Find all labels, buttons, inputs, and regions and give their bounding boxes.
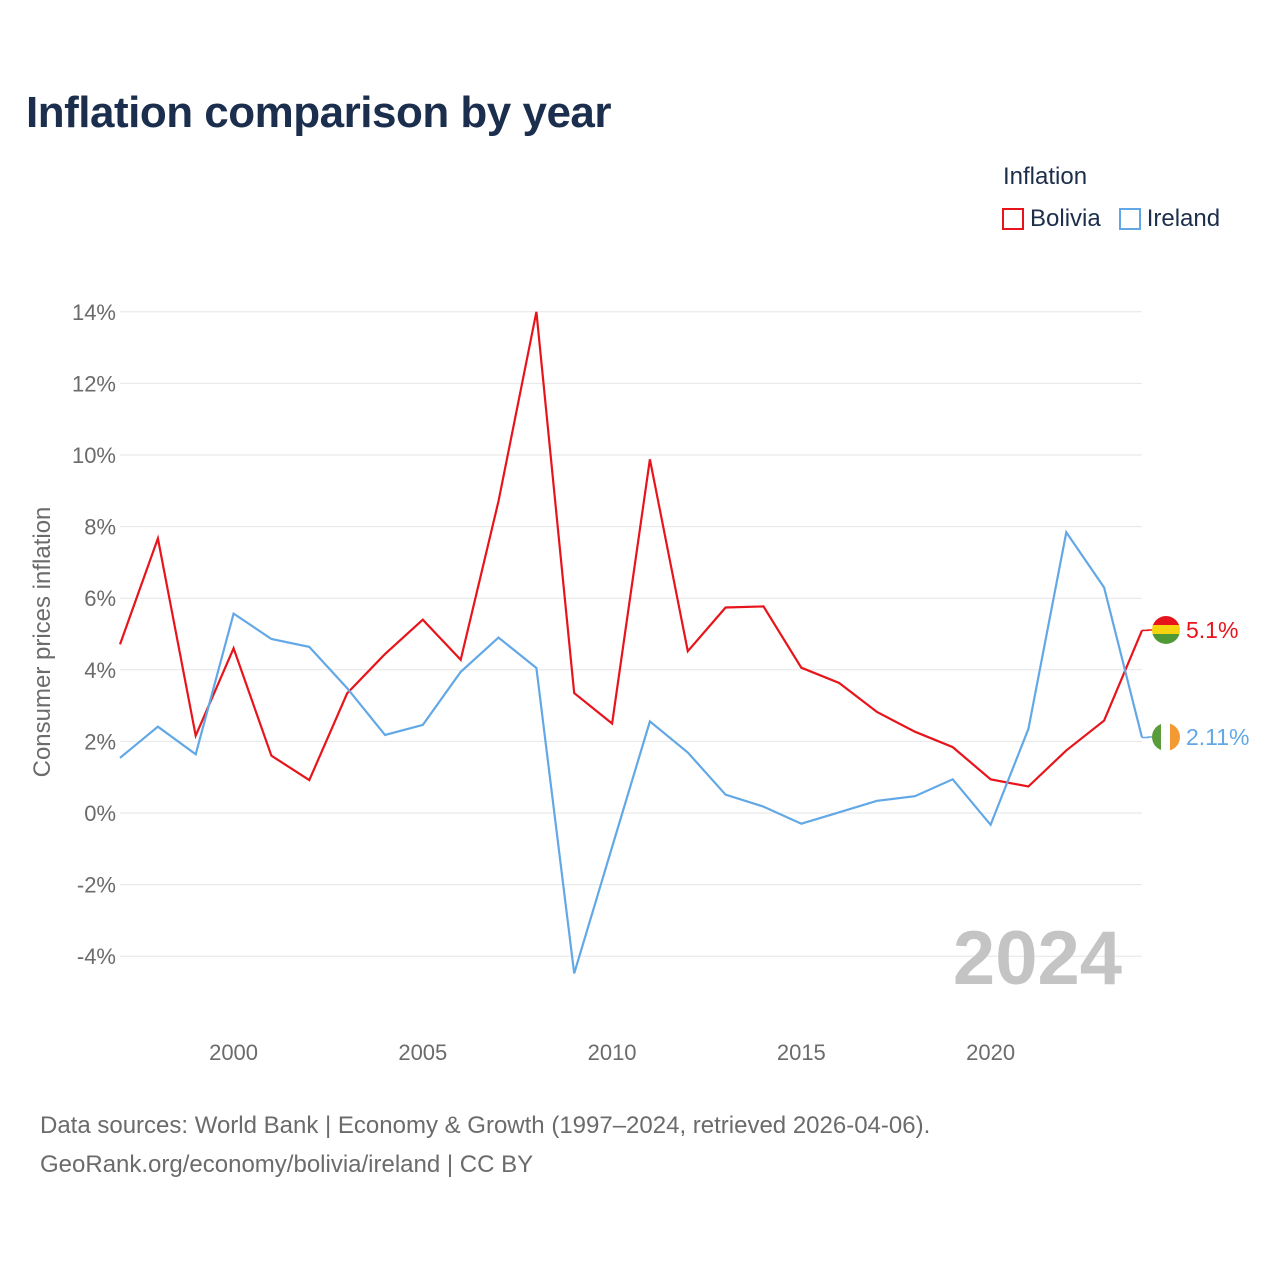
x-axis-ticks: 2000 2005 2010 2015 2020 xyxy=(209,1040,1015,1065)
x-tick-label: 2010 xyxy=(588,1040,637,1065)
legend-title: Inflation xyxy=(1003,163,1088,190)
legend-label-bolivia: Bolivia xyxy=(1030,205,1101,232)
legend-label-ireland: Ireland xyxy=(1146,205,1221,232)
y-axis-label: Consumer prices inflation xyxy=(29,507,56,778)
inflation-chart: 14%12%10%8%6%4%2%0%-2%-4% 2000 2005 2010 20… xyxy=(29,300,1250,1065)
ireland-flag-icon xyxy=(1152,723,1180,751)
series-lines xyxy=(118,311,1144,974)
y-tick-label: 4% xyxy=(84,658,116,683)
legend-swatch-ireland xyxy=(1118,208,1141,230)
y-axis-ticks: 14% 12% 10% 8% 6% 4% 2% 0% -2% -4% xyxy=(72,300,116,969)
y-tick-label: 2% xyxy=(84,729,116,754)
footer-link[interactable]: GeoRank.org/economy/bolivia/ireland | CC… xyxy=(40,1151,534,1178)
end-label-ireland: 2.11% xyxy=(1186,724,1250,750)
y-tick-label: 14% xyxy=(72,300,116,325)
year-watermark: 2024 xyxy=(953,916,1122,1001)
legend-item-bolivia[interactable]: Bolivia xyxy=(1002,205,1101,233)
series-line-ireland xyxy=(119,529,1144,974)
end-labels: 5.1% 2.11% xyxy=(1142,617,1250,750)
y-tick-label: 0% xyxy=(84,801,116,826)
x-tick-label: 2015 xyxy=(777,1040,826,1065)
page-title: Inflation comparison by year xyxy=(26,88,612,137)
y-tick-label: 6% xyxy=(84,586,116,611)
y-tick-label: -2% xyxy=(77,873,116,898)
end-label-bolivia: 5.1% xyxy=(1186,617,1238,643)
y-tick-label: 8% xyxy=(84,515,116,540)
x-tick-label: 2005 xyxy=(398,1040,447,1065)
y-tick-label: -4% xyxy=(77,944,116,969)
footer-source: Data sources: World Bank | Economy & Gro… xyxy=(40,1112,931,1139)
legend: Bolivia Ireland xyxy=(1002,205,1220,233)
y-tick-label: 10% xyxy=(72,443,116,468)
bolivia-flag-icon xyxy=(1152,616,1180,644)
legend-swatch-bolivia xyxy=(1002,208,1024,230)
series-line-bolivia xyxy=(118,311,1144,788)
grid-lines xyxy=(120,311,1142,957)
y-tick-label: 12% xyxy=(72,371,116,396)
x-tick-label: 2020 xyxy=(966,1040,1015,1065)
footer: Data sources: World Bank | Economy & Gro… xyxy=(40,1106,930,1184)
legend-item-ireland[interactable]: Ireland xyxy=(1118,205,1221,233)
x-tick-label: 2000 xyxy=(209,1040,258,1065)
